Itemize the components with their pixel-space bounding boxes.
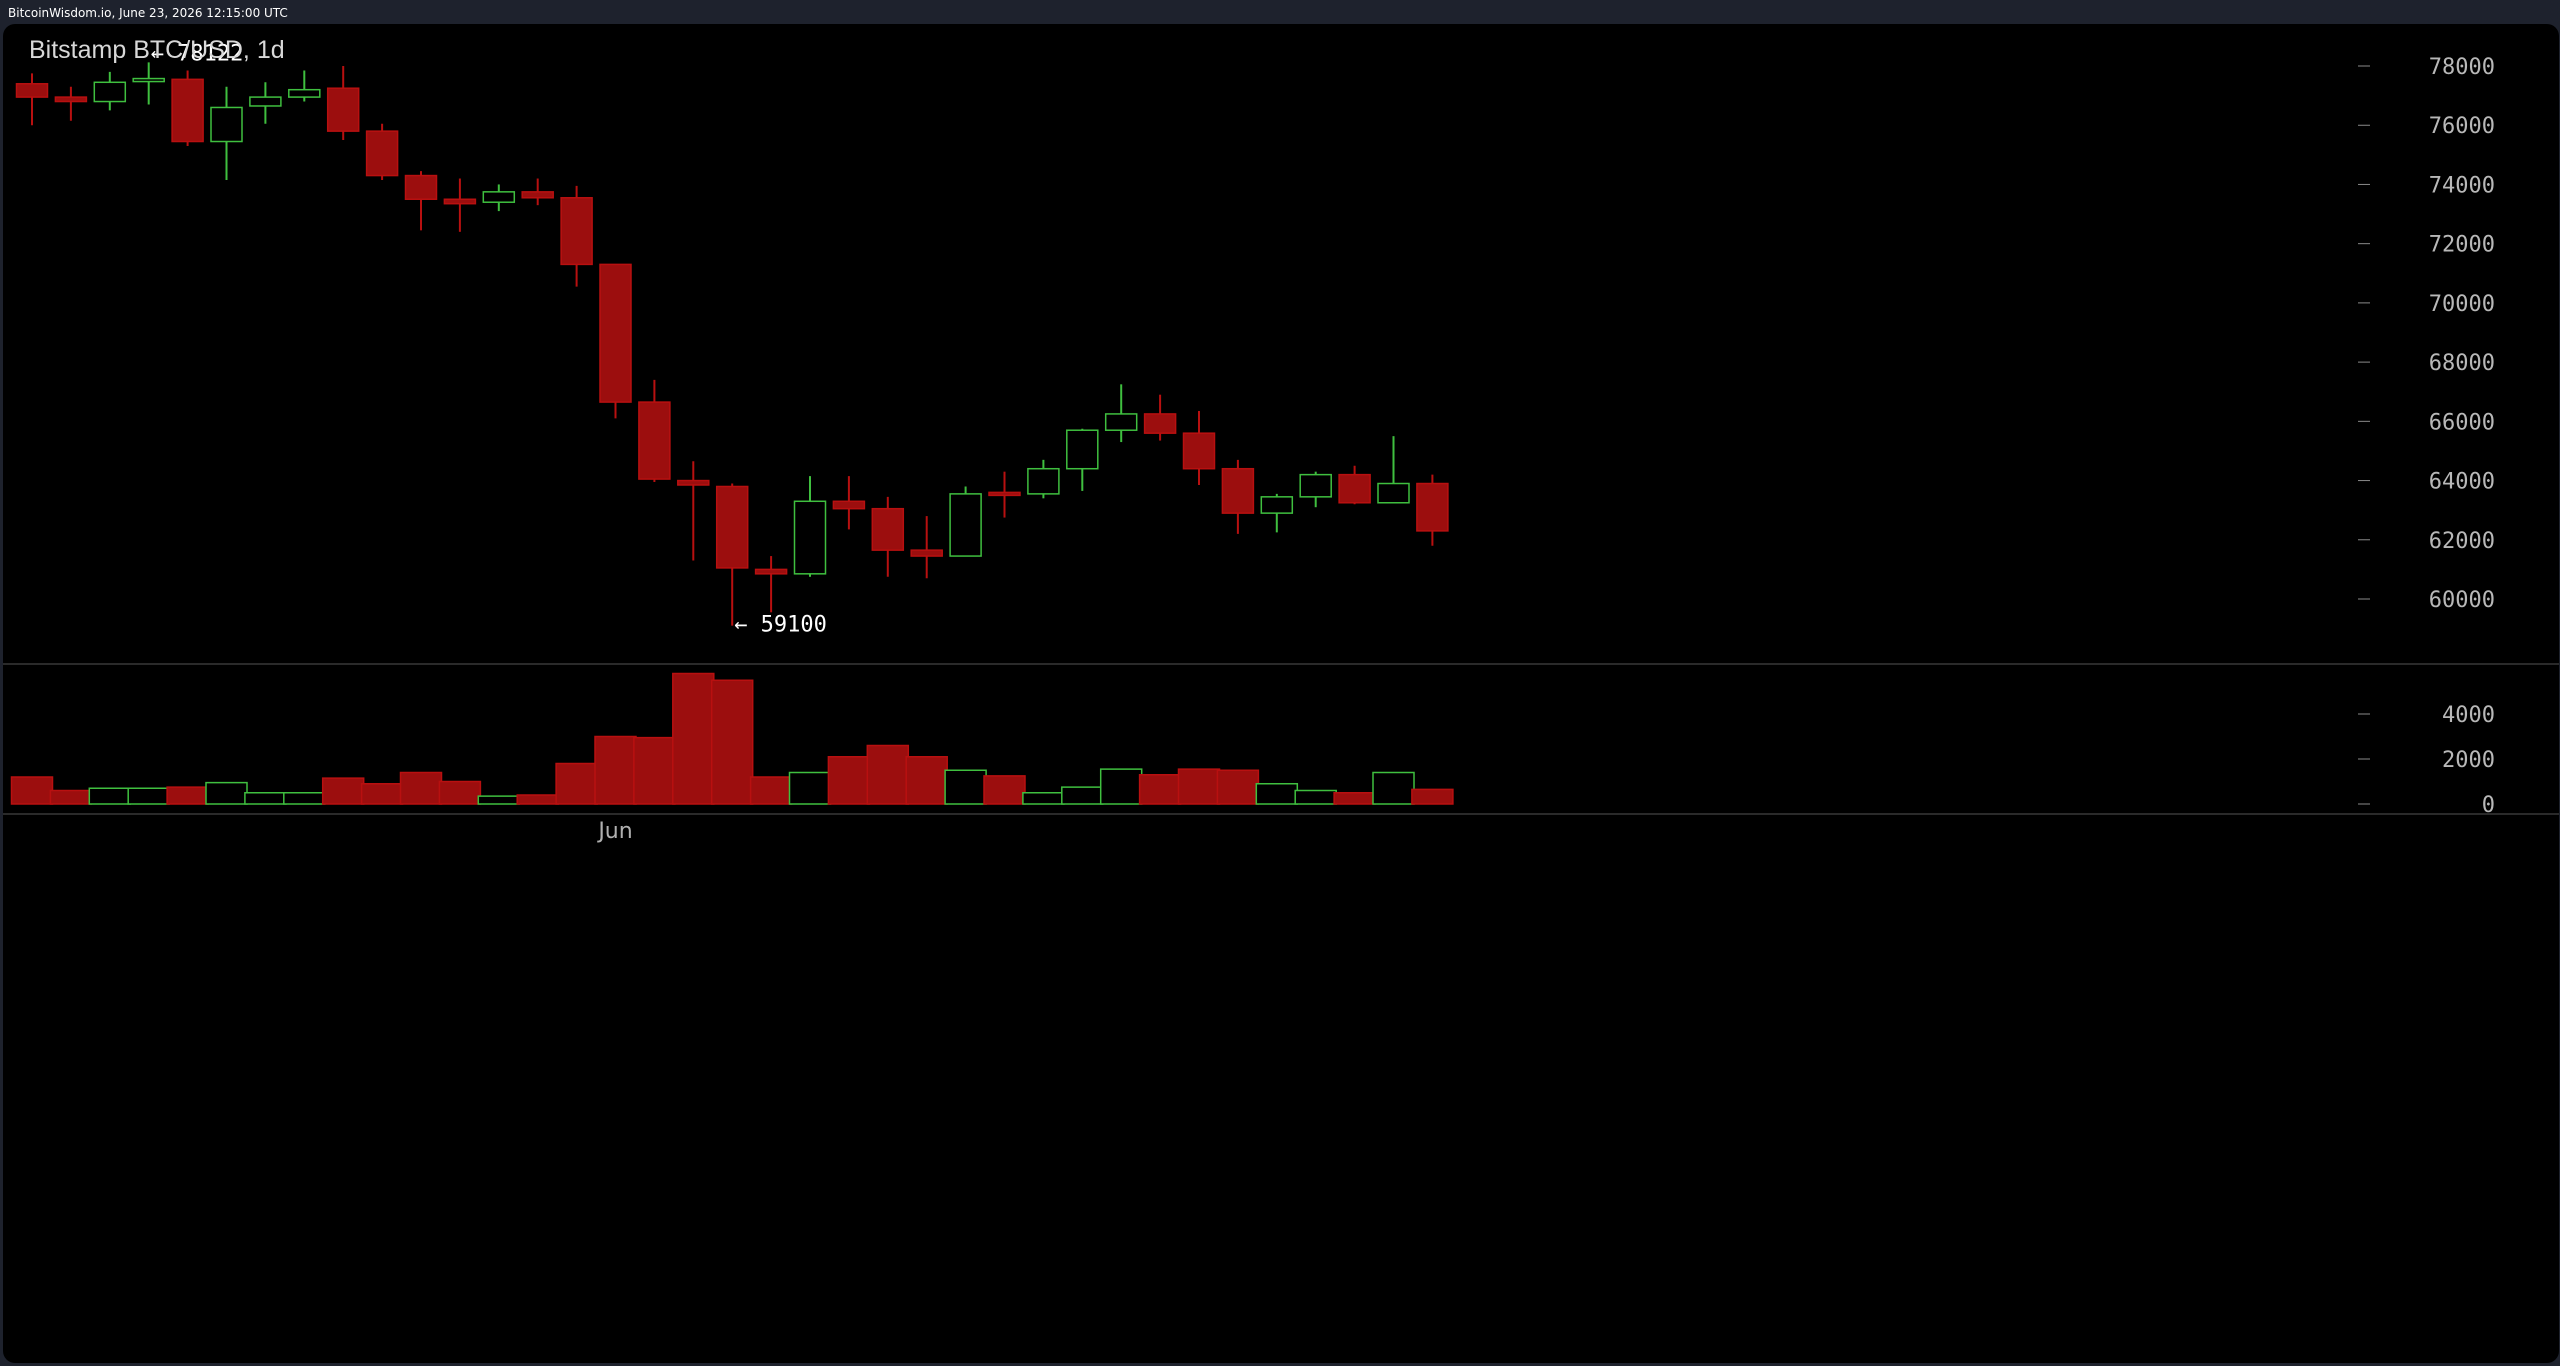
volume-bar[interactable] [205, 781, 248, 805]
volume-bar[interactable] [88, 787, 132, 805]
volume-bar[interactable] [244, 792, 287, 805]
volume-bar[interactable] [1294, 789, 1337, 805]
volume-bar[interactable] [10, 776, 54, 805]
candle-body[interactable] [521, 191, 554, 199]
price-tick-label: 70000 [2429, 292, 2495, 317]
volume-bar[interactable] [360, 783, 404, 805]
volume-bar[interactable] [283, 792, 326, 805]
candle-body[interactable] [560, 197, 593, 266]
header-caption: BitcoinWisdom.io, June 23, 2026 12:15:00… [8, 6, 288, 20]
volume-bar[interactable] [516, 794, 559, 805]
candle-body[interactable] [443, 198, 477, 205]
candle-body[interactable] [677, 479, 710, 486]
volume-bar[interactable] [49, 789, 93, 805]
candle-body[interactable] [871, 507, 905, 551]
volume-bar[interactable] [983, 775, 1026, 805]
candle-body[interactable] [482, 191, 516, 203]
candle-body[interactable] [1299, 473, 1332, 498]
candle-body[interactable] [1182, 432, 1216, 470]
candle-body[interactable] [1221, 467, 1255, 514]
volume-bar[interactable] [1255, 783, 1299, 805]
candle-body[interactable] [171, 78, 204, 143]
volume-bar[interactable] [1372, 771, 1415, 805]
candle-body[interactable] [326, 87, 360, 132]
volume-bar[interactable] [633, 736, 676, 805]
volume-bar[interactable] [944, 769, 987, 805]
high-price-annotation: ← 78122 [151, 41, 244, 66]
volume-bar[interactable] [1216, 769, 1260, 805]
candle-body[interactable] [1066, 429, 1099, 470]
candle-body[interactable] [754, 568, 788, 575]
candle-body[interactable] [910, 549, 943, 557]
candle-body[interactable] [715, 485, 749, 569]
candle-body[interactable] [249, 96, 282, 107]
chart-canvas[interactable]: 60000 62000 64000 66000 68000 70000 72000 74000… [3, 24, 2559, 1363]
candle-body[interactable] [365, 130, 399, 177]
price-tick-label: 76000 [2429, 114, 2495, 139]
candle-body[interactable] [93, 81, 127, 103]
price-tick-label: 68000 [2429, 351, 2495, 376]
volume-tick-label: 2000 [2442, 748, 2495, 773]
volume-bar[interactable] [1411, 788, 1454, 805]
volume-bar[interactable] [477, 795, 521, 805]
candle-body[interactable] [1143, 413, 1177, 434]
price-tick-label: 78000 [2429, 55, 2495, 80]
volume-bar[interactable] [1099, 768, 1143, 805]
volume-bar[interactable] [166, 786, 209, 805]
candle-body[interactable] [1338, 473, 1371, 504]
candle-body[interactable] [988, 491, 1021, 497]
volume-bar[interactable] [866, 744, 910, 805]
candle-body[interactable] [1027, 467, 1060, 495]
volume-tick-label: 0 [2482, 793, 2495, 818]
candle-body[interactable] [54, 96, 88, 103]
candle-body[interactable] [1104, 413, 1138, 431]
volume-bar[interactable] [1061, 786, 1104, 805]
price-tick-label: 62000 [2429, 529, 2495, 554]
volume-bar[interactable] [555, 762, 598, 805]
volume-bar[interactable] [710, 679, 754, 805]
candle-body[interactable] [638, 401, 671, 480]
volume-bar[interactable] [438, 780, 482, 805]
candle-body[interactable] [210, 106, 243, 143]
volume-bar[interactable] [1138, 774, 1182, 805]
low-price-annotation: ← 59100 [734, 613, 827, 638]
candle-body[interactable] [832, 500, 866, 510]
candle-body[interactable] [949, 493, 982, 557]
candle-body[interactable] [1260, 496, 1294, 514]
volume-bar[interactable] [905, 756, 948, 805]
volume-bar[interactable] [321, 777, 365, 805]
price-tick-label: 66000 [2429, 410, 2495, 435]
chart-frame[interactable]: 60000 62000 64000 66000 68000 70000 72000 74000… [3, 24, 2559, 1363]
volume-bar[interactable] [399, 771, 443, 805]
price-tick-label: 72000 [2429, 233, 2495, 258]
volume-bar[interactable] [749, 776, 793, 805]
candle-body[interactable] [793, 500, 827, 575]
candle-body[interactable] [15, 83, 49, 98]
x-axis-label: Jun [596, 819, 632, 844]
volume-bar[interactable] [672, 672, 715, 805]
candle-body[interactable] [404, 174, 438, 200]
candle-body[interactable] [288, 88, 321, 98]
volume-tick-label: 4000 [2442, 703, 2495, 728]
volume-bar[interactable] [788, 771, 832, 805]
price-tick-label: 60000 [2429, 588, 2495, 613]
volume-bar[interactable] [127, 787, 170, 805]
volume-bar[interactable] [1022, 792, 1065, 805]
candle-body[interactable] [1416, 482, 1449, 532]
chart-title: Bitstamp BTC/USD, 1d [29, 36, 285, 64]
price-tick-label: 64000 [2429, 470, 2495, 495]
candle-body[interactable] [599, 263, 632, 403]
volume-bar[interactable] [594, 735, 637, 805]
header-bar: BitcoinWisdom.io, June 23, 2026 12:15:00… [0, 0, 2560, 24]
candle-body[interactable] [132, 77, 165, 83]
volume-bar[interactable] [1333, 792, 1376, 805]
volume-bar[interactable] [1177, 768, 1221, 805]
price-tick-label: 74000 [2429, 173, 2495, 198]
candle-body[interactable] [1377, 482, 1410, 504]
volume-bar[interactable] [827, 756, 871, 805]
